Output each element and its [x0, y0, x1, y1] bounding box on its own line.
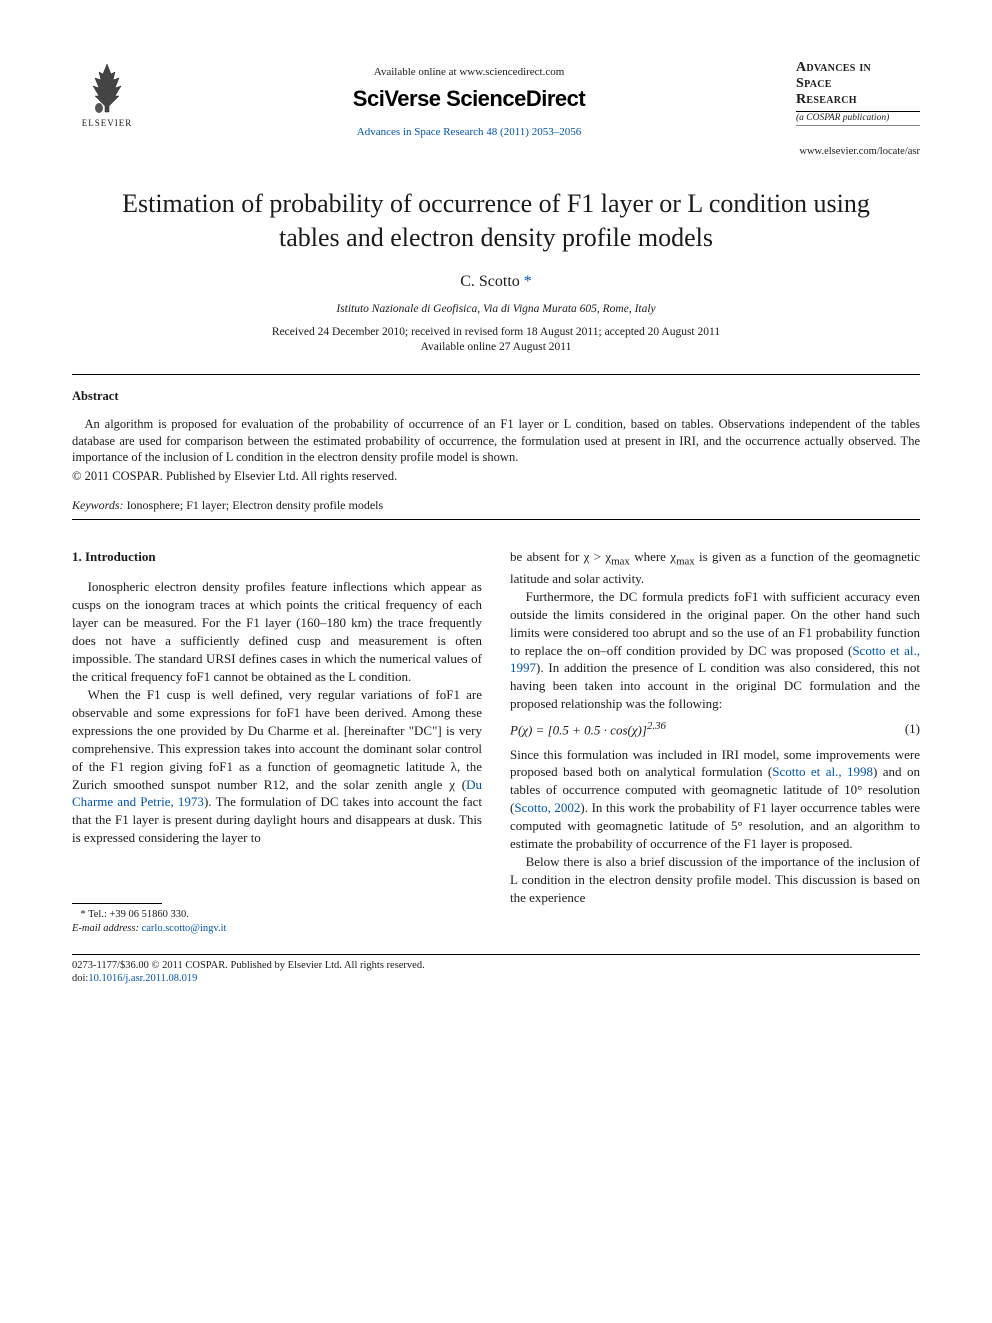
doi-link[interactable]: 10.1016/j.asr.2011.08.019 [88, 973, 197, 984]
author-name: C. Scotto [460, 273, 520, 290]
keywords-text: Ionosphere; F1 layer; Electron density p… [124, 498, 384, 512]
paragraph: Since this formulation was included in I… [510, 746, 920, 854]
abstract-heading: Abstract [72, 389, 920, 404]
email-label: E-mail address: [72, 923, 139, 934]
citation-link[interactable]: Scotto, 2002 [514, 800, 580, 815]
keywords-line: Keywords: Ionosphere; F1 layer; Electron… [72, 498, 920, 513]
footer-block: 0273-1177/$36.00 © 2011 COSPAR. Publishe… [72, 959, 920, 986]
keywords-label: Keywords: [72, 498, 124, 512]
left-column: 1. Introduction Ionospheric electron den… [72, 548, 482, 935]
cover-divider [796, 125, 920, 126]
corresp-footnote: * Tel.: +39 06 51860 330. E-mail address… [72, 908, 482, 935]
email-link[interactable]: carlo.scotto@ingv.it [142, 923, 227, 934]
affiliation: Istituto Nazionale di Geofisica, Via di … [72, 303, 920, 315]
journal-reference[interactable]: Advances in Space Research 48 (2011) 205… [142, 126, 796, 138]
available-online-text: Available online at www.sciencedirect.co… [142, 66, 796, 78]
footnote-separator [72, 903, 162, 904]
paragraph: be absent for χ > χmax where χmax is giv… [510, 548, 920, 587]
header-row: ELSEVIER Available online at www.science… [72, 60, 920, 138]
locate-url[interactable]: www.elsevier.com/locate/asr [72, 146, 920, 157]
footer-separator [72, 954, 920, 955]
abstract-copyright: © 2011 COSPAR. Published by Elsevier Ltd… [72, 469, 920, 484]
right-column: be absent for χ > χmax where χmax is giv… [510, 548, 920, 935]
equation-1: P(χ) = [0.5 + 0.5 · cos(χ)]2.36 (1) [510, 719, 920, 739]
paragraph: Below there is also a brief discussion o… [510, 853, 920, 907]
body-columns: 1. Introduction Ionospheric electron den… [72, 548, 920, 935]
doi-label: doi: [72, 973, 88, 984]
elsevier-logo: ELSEVIER [72, 60, 142, 128]
paragraph: When the F1 cusp is well defined, very r… [72, 686, 482, 847]
cover-subtitle: (a COSPAR publication) [796, 111, 920, 123]
section-heading: 1. Introduction [72, 548, 482, 566]
header-center: Available online at www.sciencedirect.co… [142, 60, 796, 138]
separator-bottom [72, 519, 920, 520]
equation-number: (1) [905, 720, 920, 738]
citation-link[interactable]: Scotto et al., 1998 [772, 764, 873, 779]
author-line: C. Scotto * [72, 273, 920, 291]
author-corresp-marker[interactable]: * [524, 273, 532, 290]
article-title: Estimation of probability of occurrence … [112, 187, 880, 255]
paragraph: Furthermore, the DC formula predicts foF… [510, 588, 920, 714]
paragraph: Ionospheric electron density profiles fe… [72, 578, 482, 686]
equation-body: P(χ) = [0.5 + 0.5 · cos(χ)]2.36 [510, 719, 666, 739]
elsevier-tree-icon [79, 60, 135, 116]
abstract-body: An algorithm is proposed for evaluation … [72, 416, 920, 467]
footer-copyright: 0273-1177/$36.00 © 2011 COSPAR. Publishe… [72, 960, 425, 971]
article-dates: Received 24 December 2010; received in r… [72, 325, 920, 356]
journal-cover: Advances in Space Research (a COSPAR pub… [796, 60, 920, 126]
cover-title: Advances in Space Research [796, 60, 920, 108]
elsevier-label: ELSEVIER [82, 118, 133, 128]
sciverse-logo: SciVerse ScienceDirect [142, 86, 796, 112]
separator-top [72, 374, 920, 375]
